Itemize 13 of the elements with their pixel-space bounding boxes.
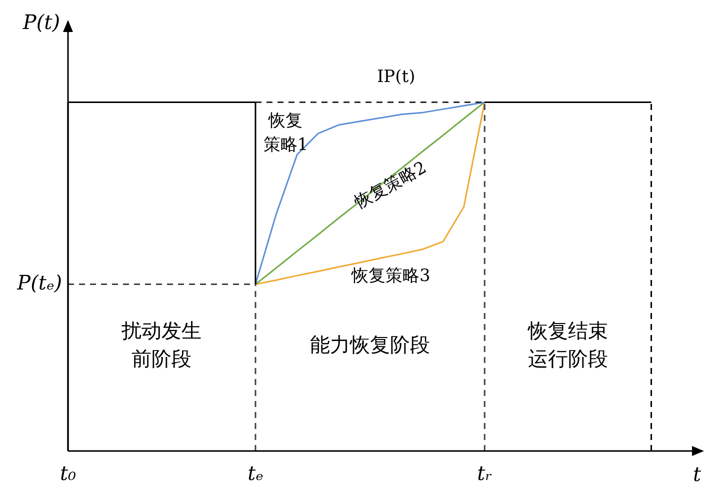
series-label: IP(t) bbox=[376, 67, 416, 88]
annotation: 恢复结束运行阶段 bbox=[526, 318, 608, 371]
annotation: P(tₑ) bbox=[16, 270, 62, 294]
text: 恢复策略2 bbox=[350, 158, 430, 214]
annotation: 扰动发生前阶段 bbox=[120, 318, 202, 371]
series-label: 恢复策略3 bbox=[350, 266, 430, 286]
y-axis-title: P(t) bbox=[22, 10, 60, 34]
annotation: 能力恢复阶段 bbox=[310, 332, 430, 357]
x-tick-label: tᵣ bbox=[477, 461, 492, 486]
x-tick-label: tₑ bbox=[248, 461, 264, 486]
x-axis-title: t bbox=[692, 462, 702, 486]
x-tick-label: t₀ bbox=[60, 461, 76, 486]
series-label: 恢复策略1 bbox=[263, 111, 308, 156]
